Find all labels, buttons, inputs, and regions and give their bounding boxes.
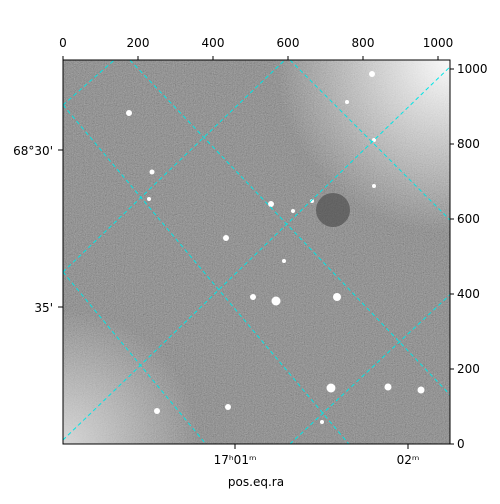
x-tick-label: 400 bbox=[202, 36, 225, 50]
y-tick-label: 600 bbox=[457, 212, 480, 226]
image bbox=[63, 60, 450, 444]
y-world-label: 35' bbox=[34, 301, 53, 315]
x-tick-label: 0 bbox=[59, 36, 67, 50]
y-tick-label: 800 bbox=[457, 137, 480, 151]
x-world-label: 17ʰ01ᵐ bbox=[214, 453, 257, 467]
y-tick-label: 1000 bbox=[457, 62, 488, 76]
x-tick-label: 600 bbox=[277, 36, 300, 50]
coordinate-grid bbox=[63, 60, 450, 444]
plot-frame bbox=[62, 59, 451, 445]
x-world-label: 02ᵐ bbox=[397, 453, 420, 467]
y-tick-label: 0 bbox=[457, 437, 465, 451]
x-axis-label: pos.eq.ra bbox=[228, 475, 284, 489]
y-tick-label: 200 bbox=[457, 362, 480, 376]
x-tick-label: 800 bbox=[352, 36, 375, 50]
x-tick-label: 200 bbox=[127, 36, 150, 50]
y-world-label: 68°30' bbox=[13, 144, 53, 158]
x-tick-label: 1000 bbox=[423, 36, 454, 50]
y-tick-label: 400 bbox=[457, 287, 480, 301]
